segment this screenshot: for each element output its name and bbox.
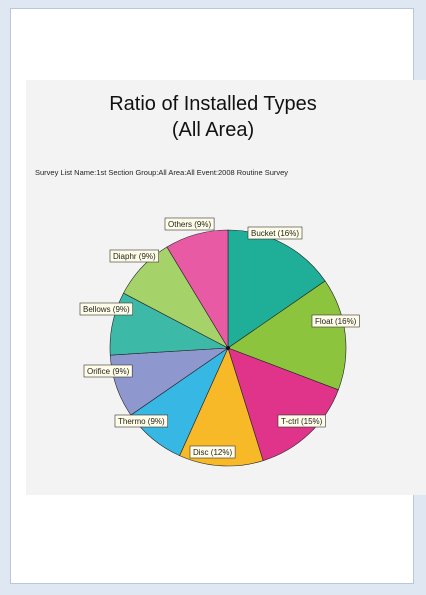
pie-slice (227, 347, 339, 462)
svg-text:Disc (12%): Disc (12%) (193, 448, 232, 457)
slice-label: T-ctrl (15%) (277, 414, 326, 428)
svg-text:Bellows (9%): Bellows (9%) (83, 305, 130, 314)
pie-slice (227, 229, 326, 349)
pie-slice (166, 229, 229, 350)
svg-text:Others (9%): Others (9%) (168, 220, 211, 229)
svg-text:Float (16%): Float (16%) (315, 317, 357, 326)
chart-subtitle: Survey List Name:1st Section Group:All A… (35, 168, 289, 177)
svg-text:Thermo (9%): Thermo (9%) (118, 417, 165, 426)
slice-label: Others (9%) (164, 217, 215, 231)
pie-slice (227, 280, 347, 391)
pie-center-dot (226, 346, 230, 350)
svg-text:T-ctrl (15%): T-ctrl (15%) (281, 417, 323, 426)
slice-label: Bellows (9%) (79, 302, 134, 316)
chart-title-line2: (All Area) (171, 119, 255, 141)
svg-text:Diaphr (9%): Diaphr (9%) (113, 252, 156, 261)
pie-slice (179, 347, 264, 467)
svg-text:Orifice (9%): Orifice (9%) (87, 367, 130, 376)
slice-label: Bucket (16%) (247, 226, 303, 240)
svg-text:Bucket (16%): Bucket (16%) (251, 229, 299, 238)
slice-label: Disc (12%) (189, 445, 236, 459)
slice-label: Orifice (9%) (83, 364, 133, 378)
slice-label: Float (16%) (311, 314, 360, 328)
slice-label: Thermo (9%) (114, 414, 169, 428)
chart-title: Ratio of Installed Types (109, 93, 317, 115)
slice-label: Diaphr (9%) (109, 249, 160, 263)
